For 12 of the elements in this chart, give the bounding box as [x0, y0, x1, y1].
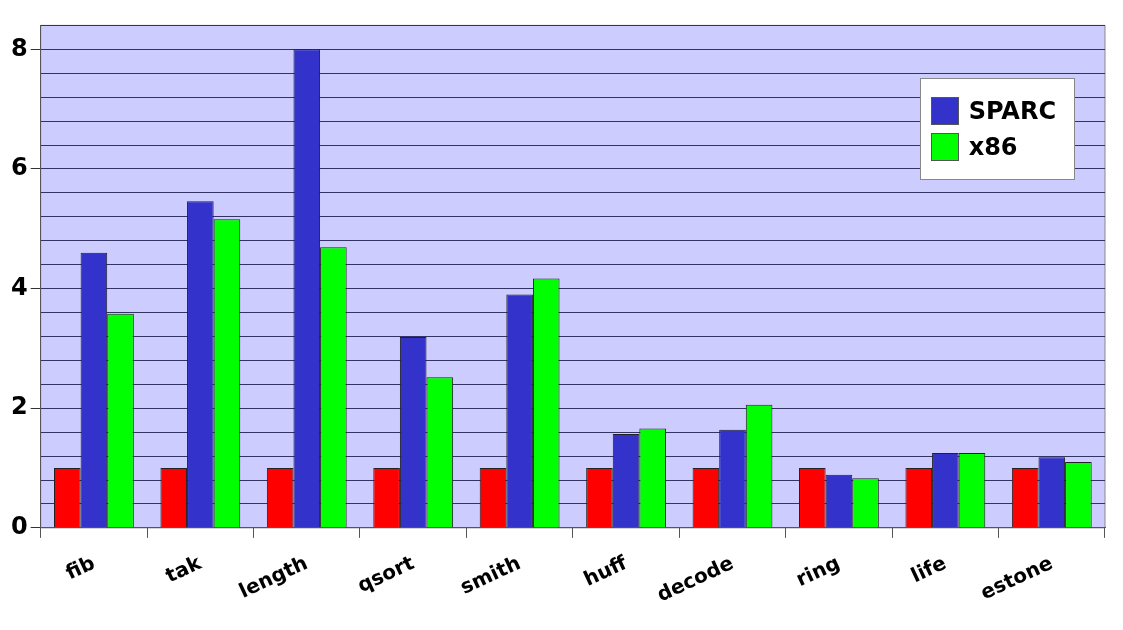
x-tick-label: fib	[61, 550, 99, 585]
y-tick-label: 6	[11, 153, 28, 182]
x-tick-label: huff	[579, 549, 632, 591]
y-tick-label: 2	[11, 392, 28, 421]
x-tick-label: ring	[792, 550, 844, 592]
y-tick-label: 0	[11, 512, 28, 541]
legend-label: x86	[968, 133, 1018, 161]
y-tick-label: 4	[11, 272, 28, 301]
legend-label: SPARC	[968, 97, 1056, 125]
x-tick-label: tak	[161, 549, 206, 588]
y-tick-label: 8	[11, 33, 28, 62]
x-tick-label: life	[906, 550, 950, 588]
